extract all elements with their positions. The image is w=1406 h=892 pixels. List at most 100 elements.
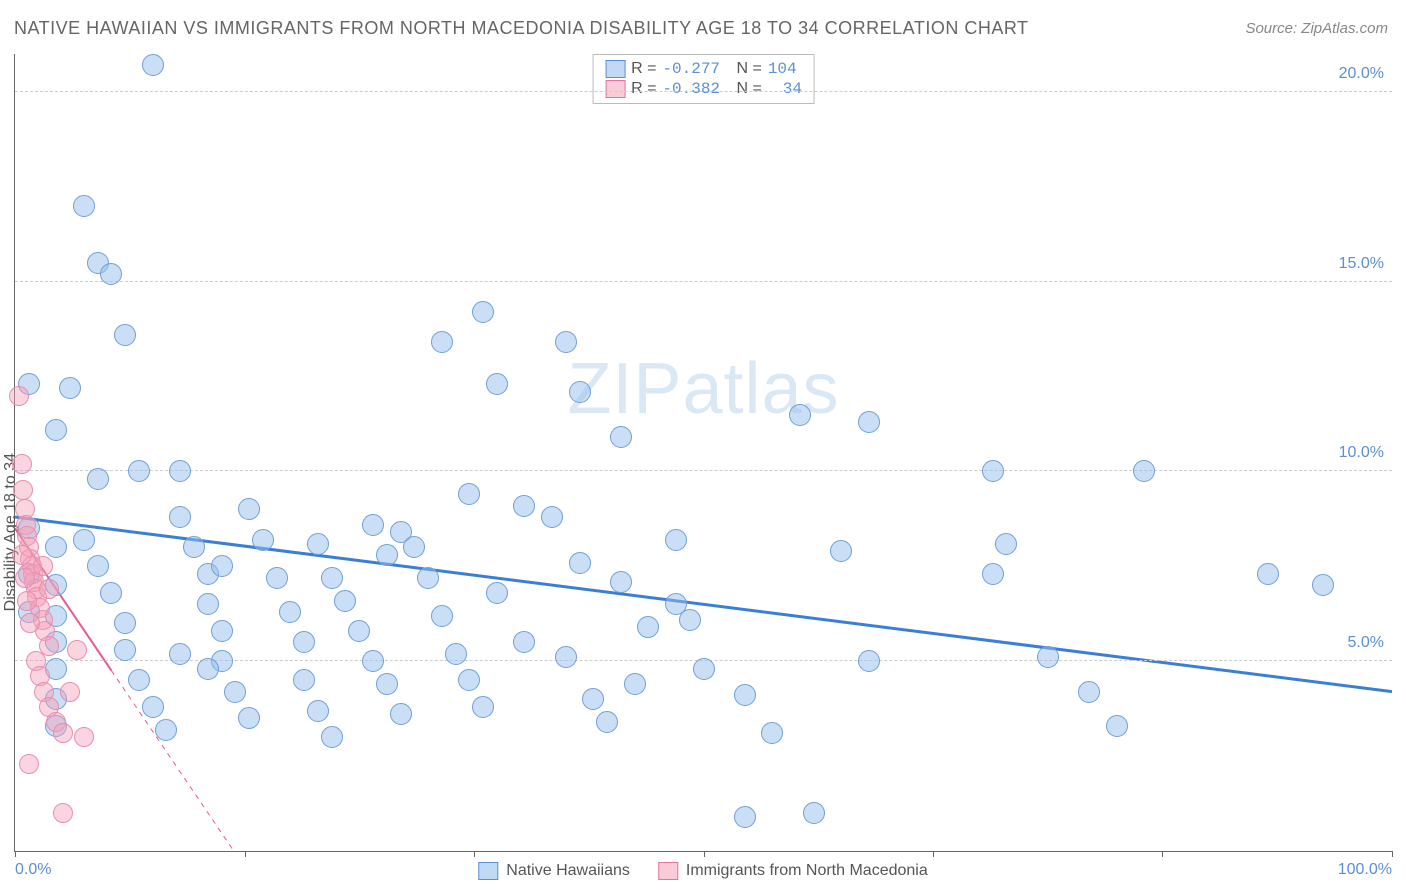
- x-tick: [1162, 851, 1163, 857]
- data-point: [128, 460, 150, 482]
- data-point: [114, 639, 136, 661]
- r-value-blue: -0.277: [662, 60, 720, 78]
- data-point: [555, 646, 577, 668]
- data-point: [12, 454, 32, 474]
- data-point: [45, 536, 67, 558]
- r-label: R =: [631, 60, 656, 78]
- data-point: [197, 593, 219, 615]
- data-point: [458, 483, 480, 505]
- data-point: [403, 536, 425, 558]
- data-point: [155, 719, 177, 741]
- data-point: [169, 460, 191, 482]
- data-point: [679, 609, 701, 631]
- data-point: [73, 529, 95, 551]
- series-legend: Native Hawaiians Immigrants from North M…: [478, 862, 927, 880]
- data-point: [858, 650, 880, 672]
- data-point: [293, 669, 315, 691]
- plot-area: Disability Age 18 to 34 ZIPatlas R = -0.…: [14, 54, 1392, 852]
- legend-label-blue: Native Hawaiians: [506, 862, 630, 880]
- data-point: [128, 669, 150, 691]
- legend-item-blue: Native Hawaiians: [478, 862, 630, 880]
- data-point: [486, 582, 508, 604]
- data-point: [142, 696, 164, 718]
- gridline: [15, 470, 1392, 471]
- watermark-thin: atlas: [682, 349, 839, 429]
- swatch-pink-icon: [658, 862, 678, 880]
- x-tick-label-min: 0.0%: [15, 861, 51, 879]
- stats-legend: R = -0.277 N = 104 R = -0.382 N = 34: [592, 54, 815, 104]
- data-point: [9, 386, 29, 406]
- r-label: R =: [631, 80, 656, 98]
- data-point: [266, 567, 288, 589]
- x-tick: [1392, 851, 1393, 857]
- data-point: [569, 552, 591, 574]
- data-point: [472, 301, 494, 323]
- data-point: [596, 711, 618, 733]
- data-point: [100, 263, 122, 285]
- data-point: [348, 620, 370, 642]
- data-point: [445, 643, 467, 665]
- data-point: [1106, 715, 1128, 737]
- data-point: [33, 556, 53, 576]
- data-point: [995, 533, 1017, 555]
- stats-row-blue: R = -0.277 N = 104: [605, 59, 802, 79]
- gridline: [15, 91, 1392, 92]
- x-tick: [245, 851, 246, 857]
- data-point: [376, 544, 398, 566]
- data-point: [582, 688, 604, 710]
- data-point: [74, 727, 94, 747]
- data-point: [830, 540, 852, 562]
- r-value-pink: -0.382: [662, 80, 720, 98]
- data-point: [87, 555, 109, 577]
- x-tick-label-max: 100.0%: [1338, 861, 1392, 879]
- data-point: [624, 673, 646, 695]
- data-point: [472, 696, 494, 718]
- data-point: [665, 529, 687, 551]
- data-point: [486, 373, 508, 395]
- legend-item-pink: Immigrants from North Macedonia: [658, 862, 928, 880]
- y-tick-label: 5.0%: [1348, 634, 1384, 652]
- data-point: [555, 331, 577, 353]
- data-point: [1037, 646, 1059, 668]
- data-point: [183, 536, 205, 558]
- data-point: [541, 506, 563, 528]
- source-label: Source: ZipAtlas.com: [1245, 20, 1388, 37]
- data-point: [67, 640, 87, 660]
- y-tick-label: 10.0%: [1339, 444, 1384, 462]
- data-point: [569, 381, 591, 403]
- y-tick-label: 20.0%: [1339, 65, 1384, 83]
- n-value-pink: 34: [783, 80, 802, 98]
- data-point: [293, 631, 315, 653]
- data-point: [334, 590, 356, 612]
- data-point: [321, 726, 343, 748]
- data-point: [224, 681, 246, 703]
- data-point: [362, 514, 384, 536]
- data-point: [142, 54, 164, 76]
- data-point: [513, 495, 535, 517]
- chart-title: NATIVE HAWAIIAN VS IMMIGRANTS FROM NORTH…: [14, 18, 1029, 39]
- gridline: [15, 281, 1392, 282]
- data-point: [761, 722, 783, 744]
- data-point: [73, 195, 95, 217]
- data-point: [17, 591, 37, 611]
- data-point: [734, 684, 756, 706]
- data-point: [114, 324, 136, 346]
- swatch-pink-icon: [605, 80, 625, 98]
- data-point: [307, 533, 329, 555]
- n-label: N =: [736, 80, 761, 98]
- data-point: [12, 545, 32, 565]
- data-point: [59, 377, 81, 399]
- data-point: [53, 803, 73, 823]
- data-point: [431, 605, 453, 627]
- data-point: [982, 460, 1004, 482]
- data-point: [362, 650, 384, 672]
- data-point: [1078, 681, 1100, 703]
- data-point: [789, 404, 811, 426]
- x-tick: [474, 851, 475, 857]
- data-point: [637, 616, 659, 638]
- stats-row-pink: R = -0.382 N = 34: [605, 79, 802, 99]
- data-point: [610, 571, 632, 593]
- data-point: [169, 506, 191, 528]
- data-point: [982, 563, 1004, 585]
- data-point: [390, 703, 412, 725]
